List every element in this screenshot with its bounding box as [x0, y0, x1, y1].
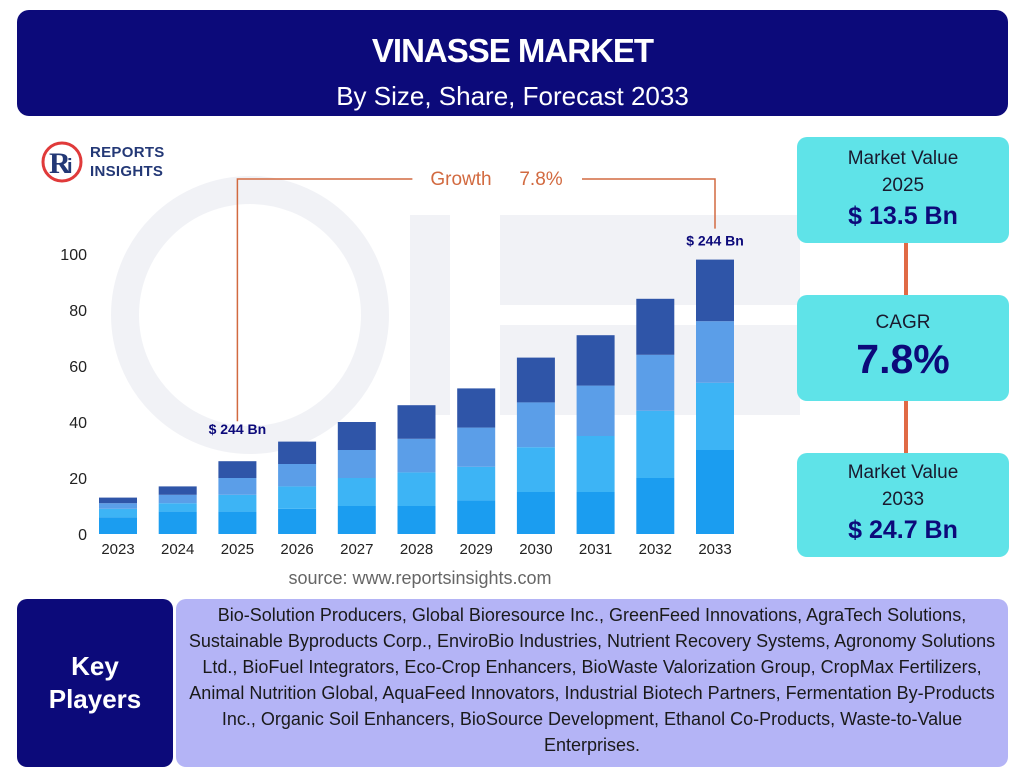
bar-segment [218, 461, 257, 478]
y-tick-label: 20 [69, 471, 87, 488]
logo-text-line1: REPORTS [90, 144, 165, 161]
source-note: source: www.reportsinsights.com [288, 568, 552, 588]
bar-segment [696, 382, 734, 450]
x-tick-label: 2024 [161, 541, 194, 558]
growth-line-right [582, 178, 716, 229]
bar-segment [457, 500, 496, 534]
bar-segment [337, 450, 376, 478]
bar-segment [278, 486, 317, 509]
cagr-card: CAGR 7.8% [797, 295, 1009, 401]
logo-mark-icon: R i [41, 141, 83, 183]
x-tick-label: 2026 [280, 541, 313, 558]
bar-segment [158, 486, 197, 495]
x-tick-label: 2029 [460, 541, 493, 558]
bar-segment [516, 402, 555, 448]
bar-segment [99, 497, 137, 504]
y-tick-label: 40 [69, 415, 87, 432]
x-tick-label: 2033 [698, 541, 731, 558]
bar-segment [636, 298, 675, 355]
bar-segment [218, 494, 257, 512]
reports-insights-logo: R i REPORTS INSIGHTS [40, 140, 180, 186]
key-players-label-1: Key [71, 651, 119, 681]
y-tick-label: 80 [69, 303, 87, 320]
y-tick-label: 60 [69, 359, 87, 376]
x-tick-label: 2032 [639, 541, 672, 558]
bars [99, 259, 734, 534]
bar-segment [99, 503, 137, 509]
growth-line-left [236, 178, 413, 422]
bar-segment [397, 438, 436, 473]
svg-text:R: R [49, 147, 71, 180]
svg-text:i: i [67, 156, 73, 178]
bar-segment [278, 464, 317, 487]
bar-segment [337, 478, 376, 506]
page-title: VINASSE MARKET [371, 32, 654, 69]
header-banner: VINASSE MARKET By Size, Share, Forecast … [17, 10, 1008, 116]
bar-segment [457, 427, 496, 467]
bar-segment [576, 436, 615, 492]
market-value-2025-label: Market Value [847, 148, 959, 169]
bar-segment [636, 354, 675, 411]
bar-segment [457, 388, 496, 428]
market-value-2025: $ 13.5 Bn [848, 202, 958, 230]
x-tick-label: 2028 [400, 541, 433, 558]
bar-segment [696, 259, 734, 322]
bar-segment [337, 506, 376, 534]
bar-segment [158, 494, 197, 504]
card-connector [904, 243, 908, 295]
x-tick-label: 2031 [579, 541, 612, 558]
bar-segment [99, 508, 137, 518]
bar-segment [158, 511, 197, 534]
market-value-2025-card: Market Value 2025 $ 13.5 Bn [797, 137, 1009, 243]
key-players-list: Bio-Solution Producers, Global Bioresour… [176, 599, 1008, 767]
bar-segment [218, 511, 257, 534]
cagr-value: 7.8% [856, 336, 950, 382]
key-players-label-2: Players [48, 684, 142, 714]
x-tick-label: 2027 [340, 541, 373, 558]
cagr-label: CAGR [875, 312, 931, 333]
bar-segment [636, 410, 675, 478]
growth-annotation: Growth 7.8% $ 244 Bn $ 244 Bn [209, 169, 744, 437]
x-tick-label: 2023 [101, 541, 134, 558]
bar-segment [397, 506, 436, 534]
bar-segment [516, 447, 555, 492]
growth-label: Growth [430, 169, 491, 190]
bar-segment [99, 517, 137, 534]
market-value-2033-year: 2033 [881, 489, 925, 510]
market-value-2033: $ 24.7 Bn [848, 516, 958, 544]
bar-segment [696, 321, 734, 383]
bar-segment [516, 492, 555, 534]
bar-segment [278, 441, 317, 464]
bar-segment [576, 492, 615, 534]
market-value-2025-year: 2025 [881, 175, 925, 196]
x-tick-label: 2025 [221, 541, 254, 558]
x-tick-label: 2030 [519, 541, 552, 558]
bar-segment [218, 478, 257, 495]
y-axis: 0 20 40 60 80 100 [60, 247, 87, 544]
start-value-label: $ 244 Bn [209, 421, 267, 437]
growth-value: 7.8% [519, 169, 562, 190]
bar-segment [516, 357, 555, 403]
x-axis: 2023 2024 2025 2026 2027 2028 2029 2030 2031 2032… [101, 541, 731, 558]
bar-segment [576, 385, 615, 436]
bar-segment [158, 503, 197, 512]
market-value-2033-label: Market Value [847, 462, 959, 483]
bar-segment [397, 405, 436, 439]
logo-text-line2: INSIGHTS [90, 163, 164, 180]
bar-segment [397, 472, 436, 506]
bar-segment [278, 508, 317, 534]
y-tick-label: 0 [78, 527, 87, 544]
bar-segment [337, 422, 376, 450]
market-value-2033-card: Market Value 2033 $ 24.7 Bn [797, 453, 1009, 557]
bar-segment [696, 450, 734, 534]
bar-segment [576, 335, 615, 386]
y-tick-label: 100 [60, 247, 87, 264]
end-value-label: $ 244 Bn [686, 233, 744, 249]
bar-segment [457, 466, 496, 501]
bar-segment [636, 478, 675, 534]
page-subtitle: By Size, Share, Forecast 2033 [336, 81, 689, 111]
key-players-heading: Key Players [17, 599, 173, 767]
card-connector [904, 401, 908, 453]
